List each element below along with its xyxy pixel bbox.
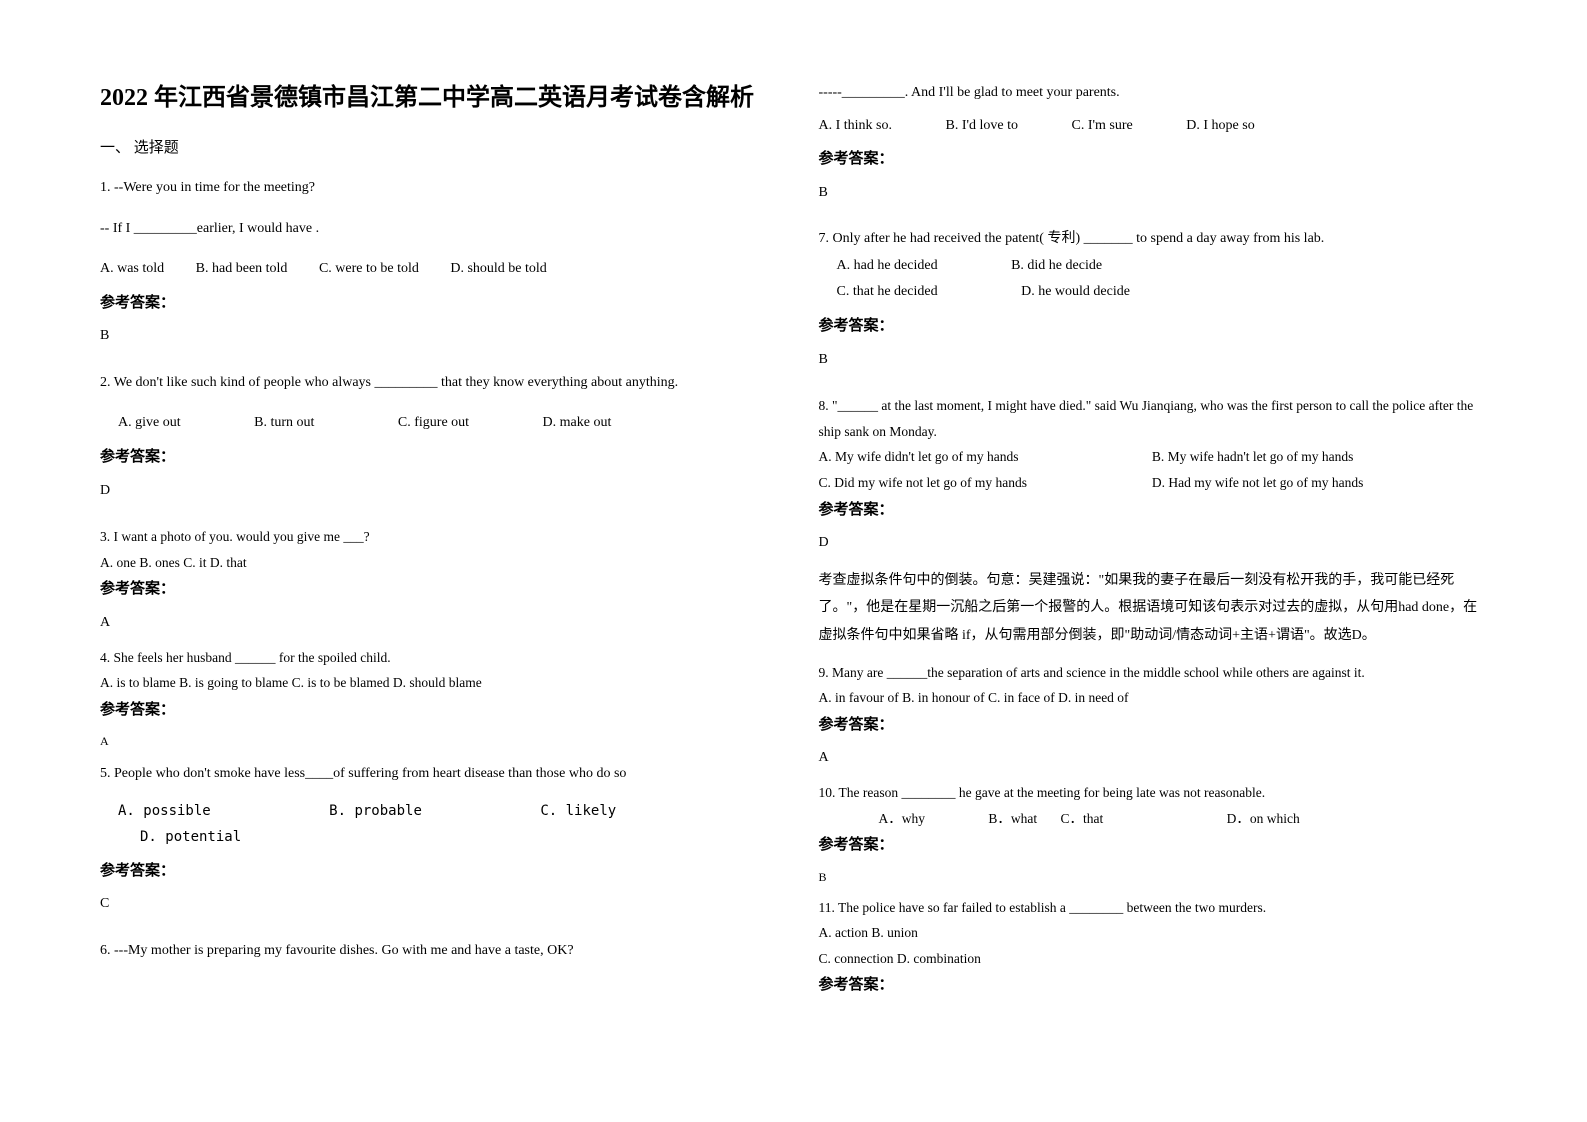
q1-line2: -- If I _________earlier, I would have . (100, 216, 769, 243)
q8-options-row2: C. Did my wife not let go of my hands D.… (819, 470, 1488, 496)
q9-options: A. in favour of B. in honour of C. in fa… (819, 685, 1488, 711)
question-7: 7. Only after he had received the patent… (819, 226, 1488, 383)
q5-line1: 5. People who don't smoke have less____o… (100, 761, 769, 788)
q5-opt-d: D. potential (140, 824, 241, 851)
q9-answer: A (819, 745, 1488, 772)
q1-opt-b: B. had been told (196, 256, 288, 283)
q2-opt-d: D. make out (543, 410, 612, 437)
q6-opt-b: B. I'd love to (946, 113, 1019, 140)
q5-answer-label: 参考答案： (100, 857, 769, 886)
q3-answer-label: 参考答案： (100, 575, 769, 604)
q6-line1: 6. ---My mother is preparing my favourit… (100, 938, 769, 965)
q8-options-row1: A. My wife didn't let go of my hands B. … (819, 444, 1488, 470)
q2-opt-b: B. turn out (254, 410, 314, 437)
question-1: 1. --Were you in time for the meeting? -… (100, 175, 769, 360)
question-8: 8. "______ at the last moment, I might h… (819, 393, 1488, 649)
q7-options-row1: A. had he decided B. did he decide (819, 253, 1488, 280)
q7-answer: B (819, 347, 1488, 374)
q7-opt-c: C. that he decided (837, 279, 938, 306)
q11-answer-label: 参考答案： (819, 971, 1488, 1000)
q6-options: A. I think so. B. I'd love to C. I'm sur… (819, 113, 1488, 140)
q11-options-row2: C. connection D. combination (819, 946, 1488, 972)
q2-opt-a: A. give out (118, 410, 181, 437)
q5-options-row2: D. potential (100, 824, 769, 851)
q8-line1: 8. "______ at the last moment, I might h… (819, 393, 1488, 444)
q11-options-row1: A. action B. union (819, 920, 1488, 946)
q2-line1: 2. We don't like such kind of people who… (100, 370, 769, 397)
q2-answer: D (100, 478, 769, 505)
q8-answer-label: 参考答案： (819, 496, 1488, 525)
q2-options: A. give out B. turn out C. figure out D.… (100, 410, 769, 437)
question-6-part1: 6. ---My mother is preparing my favourit… (100, 938, 769, 965)
q1-opt-a: A. was told (100, 256, 164, 283)
q6-opt-d: D. I hope so (1186, 113, 1254, 140)
question-2: 2. We don't like such kind of people who… (100, 370, 769, 514)
q1-opt-d: D. should be told (450, 256, 546, 283)
q8-opt-b: B. My wife hadn't let go of my hands (1152, 449, 1354, 464)
q1-opt-c: C. were to be told (319, 256, 419, 283)
q5-opt-a: A. possible (118, 798, 211, 825)
q7-opt-a: A. had he decided (837, 253, 938, 280)
q3-answer: A (100, 610, 769, 637)
q3-line1: 3. I want a photo of you. would you give… (100, 524, 769, 550)
q6-answer-label: 参考答案： (819, 145, 1488, 174)
q8-opt-d: D. Had my wife not let go of my hands (1152, 475, 1363, 490)
question-3: 3. I want a photo of you. would you give… (100, 524, 769, 640)
q10-options: A．why B．what C．that D．on which (819, 806, 1488, 832)
question-4: 4. She feels her husband ______ for the … (100, 645, 769, 758)
section-heading: 一、 选择题 (100, 136, 769, 157)
q1-answer-label: 参考答案： (100, 289, 769, 318)
q6-line2: -----_________. And I'll be glad to meet… (819, 80, 1488, 107)
question-6-part2: -----_________. And I'll be glad to meet… (819, 80, 1488, 216)
question-10: 10. The reason ________ he gave at the m… (819, 780, 1488, 891)
q8-explanation: 考查虚拟条件句中的倒装。句意：吴建强说："如果我的妻子在最后一刻没有松开我的手，… (819, 573, 1478, 643)
q4-answer-label: 参考答案： (100, 696, 769, 725)
left-column: 2022 年江西省景德镇市昌江第二中学高二英语月考试卷含解析 一、 选择题 1.… (100, 80, 769, 1082)
q3-options: A. one B. ones C. it D. that (100, 550, 769, 576)
q6-opt-a: A. I think so. (819, 113, 893, 140)
q10-opt-c: C．that (1061, 806, 1104, 832)
q7-opt-b: B. did he decide (1011, 253, 1102, 280)
q5-answer: C (100, 891, 769, 918)
q2-opt-c: C. figure out (398, 410, 469, 437)
question-11: 11. The police have so far failed to est… (819, 895, 1488, 1006)
q8-opt-a: A. My wife didn't let go of my hands (819, 444, 1149, 470)
q8-opt-c: C. Did my wife not let go of my hands (819, 470, 1149, 496)
q10-opt-d: D．on which (1227, 806, 1300, 832)
q10-opt-b: B．what (988, 806, 1037, 832)
question-9: 9. Many are ______the separation of arts… (819, 660, 1488, 776)
page-columns: 2022 年江西省景德镇市昌江第二中学高二英语月考试卷含解析 一、 选择题 1.… (100, 80, 1487, 1082)
q6-opt-c: C. I'm sure (1072, 113, 1133, 140)
q9-answer-label: 参考答案： (819, 711, 1488, 740)
q10-line1: 10. The reason ________ he gave at the m… (819, 780, 1488, 806)
q6-answer: B (819, 180, 1488, 207)
q5-opt-b: B. probable (329, 798, 422, 825)
q5-opt-c: C. likely (540, 798, 616, 825)
q5-options-row1: A. possible B. probable C. likely (100, 798, 769, 825)
q1-options: A. was told B. had been told C. were to … (100, 256, 769, 283)
q4-options: A. is to blame B. is going to blame C. i… (100, 670, 769, 696)
question-5: 5. People who don't smoke have less____o… (100, 761, 769, 928)
q7-line1: 7. Only after he had received the patent… (819, 226, 1488, 253)
q7-answer-label: 参考答案： (819, 312, 1488, 341)
document-title: 2022 年江西省景德镇市昌江第二中学高二英语月考试卷含解析 (100, 80, 769, 116)
right-column: -----_________. And I'll be glad to meet… (819, 80, 1488, 1082)
q7-options-row2: C. that he decided D. he would decide (819, 279, 1488, 306)
q4-answer: A (100, 730, 769, 753)
q1-answer: B (100, 323, 769, 350)
q4-line1: 4. She feels her husband ______ for the … (100, 645, 769, 671)
q9-line1: 9. Many are ______the separation of arts… (819, 660, 1488, 686)
q7-opt-d: D. he would decide (1021, 279, 1130, 306)
q10-opt-a: A．why (879, 806, 926, 832)
q1-line1: 1. --Were you in time for the meeting? (100, 175, 769, 202)
q8-answer: D (819, 530, 1488, 557)
q2-answer-label: 参考答案： (100, 443, 769, 472)
q10-answer-label: 参考答案： (819, 831, 1488, 860)
q11-line1: 11. The police have so far failed to est… (819, 895, 1488, 921)
q10-answer: B (819, 866, 1488, 889)
